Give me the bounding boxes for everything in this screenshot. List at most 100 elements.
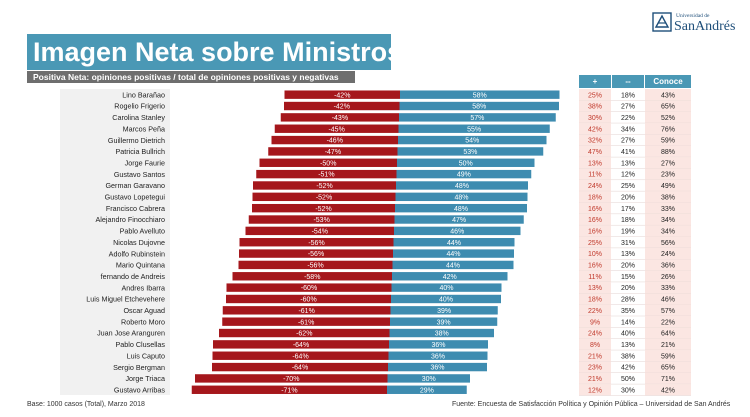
- cell-conoce-bg: [645, 236, 691, 248]
- cell-positive: 13%: [588, 285, 602, 292]
- cell-negative: 13%: [621, 251, 635, 258]
- cell-negative: 50%: [621, 376, 635, 383]
- cell-positive: 16%: [588, 263, 602, 270]
- cell-conoce: 23%: [661, 172, 675, 179]
- minister-name-label: Andres Ibarra: [121, 283, 165, 292]
- bar-negative: [274, 124, 399, 133]
- names-column-background: [60, 89, 170, 395]
- bar-negative: [256, 169, 397, 179]
- minister-name-label: Adolfo Rubinstein: [109, 249, 165, 258]
- bar-positive: [388, 351, 488, 360]
- cell-positive: 12%: [588, 387, 602, 394]
- cell-conoce: 27%: [661, 160, 675, 167]
- cell-positive-bg: [579, 134, 611, 146]
- cell-negative: 19%: [621, 228, 635, 235]
- bar-positive: [387, 385, 467, 394]
- cell-positive-bg: [579, 145, 611, 158]
- minister-name-label: Marcos Peña: [123, 124, 165, 133]
- bar-negative-label: -60%: [301, 285, 317, 292]
- cell-negative: 25%: [621, 183, 635, 190]
- cell-positive: 22%: [588, 308, 602, 315]
- cell-positive-bg: [579, 281, 611, 294]
- cell-positive-bg: [579, 350, 611, 362]
- cell-conoce-bg: [645, 179, 691, 192]
- cell-positive: 32%: [588, 138, 602, 145]
- bar-positive-label: 54%: [465, 138, 479, 145]
- bar-positive: [389, 340, 488, 349]
- cell-negative: 18%: [621, 92, 635, 99]
- minister-name-label: Gustavo Santos: [114, 170, 166, 179]
- cell-negative: 15%: [621, 274, 635, 281]
- minister-names: Lino Barañao Rogelio Frigerio Carolina Sta…: [86, 90, 165, 394]
- minister-name-label: Nicolas Dujovne: [113, 238, 165, 247]
- cell-conoce-bg: [645, 213, 691, 226]
- bar-positive: [392, 260, 514, 270]
- minister-name-label: Alejandro Finocchiaro: [95, 215, 165, 224]
- university-crest-icon: [652, 12, 672, 32]
- cell-conoce: 26%: [661, 274, 675, 281]
- bar-negative-label: -51%: [318, 172, 334, 179]
- cell-negative: 40%: [621, 331, 635, 338]
- cell-conoce: 76%: [661, 126, 675, 133]
- subtitle-banner: [27, 71, 355, 83]
- bar-negative-label: -52%: [316, 183, 332, 190]
- bar-positive-label: 44%: [446, 263, 460, 270]
- cell-negative: 12%: [621, 172, 635, 179]
- cell-positive: 11%: [588, 274, 602, 281]
- cell-conoce-bg: [645, 202, 691, 214]
- footer-base: Base: 1000 casos (Total), Marzo 2018: [27, 401, 145, 408]
- cell-negative: 13%: [621, 342, 635, 349]
- bar-negative: [284, 90, 400, 99]
- bar-negative: [222, 317, 390, 326]
- cell-conoce-bg: [645, 111, 691, 124]
- cell-positive: 16%: [588, 217, 602, 224]
- cell-conoce: 43%: [661, 92, 675, 99]
- bar-positive-label: 58%: [473, 92, 487, 99]
- minister-name-label: fernando de Andreis: [101, 272, 166, 281]
- cell-conoce: 57%: [661, 308, 675, 315]
- cell-conoce-bg: [645, 247, 691, 260]
- minister-name-label: Rogelio Frigerio: [114, 102, 165, 111]
- bar-negative-label: -47%: [325, 149, 341, 156]
- minister-name-label: Lino Barañao: [122, 90, 165, 99]
- cell-positive-bg: [579, 293, 611, 305]
- bar-positive: [398, 124, 550, 133]
- bar-positive: [391, 283, 502, 292]
- bar-negative-label: -53%: [313, 217, 329, 224]
- cell-conoce: 38%: [661, 194, 675, 201]
- logo-text-small: Universidad de: [676, 13, 710, 19]
- cell-conoce-bg: [645, 316, 691, 328]
- bar-negative: [219, 328, 390, 338]
- bar-negative: [226, 283, 392, 292]
- bar-negative-label: -62%: [296, 331, 312, 338]
- cell-positive-bg: [579, 361, 611, 373]
- bar-negative: [239, 238, 394, 247]
- cell-positive-bg: [579, 89, 611, 101]
- bar-positive: [388, 362, 487, 372]
- cell-conoce-bg: [645, 270, 691, 282]
- minister-name-label: Roberto Moro: [121, 317, 165, 326]
- cell-positive: 24%: [588, 331, 602, 338]
- cell-positive: 21%: [588, 353, 602, 360]
- cell-conoce-bg: [645, 350, 691, 362]
- cell-conoce: 42%: [661, 387, 675, 394]
- cell-positive-bg: [579, 157, 611, 169]
- bar-positive-label: 44%: [446, 251, 460, 258]
- cell-conoce-bg: [645, 225, 691, 237]
- minister-name-label: Gustavo Lopetegui: [105, 193, 166, 202]
- bar-positive-label: 48%: [455, 183, 469, 190]
- bar-negative-label: -56%: [307, 263, 323, 270]
- cell-conoce-bg: [645, 134, 691, 146]
- cell-positive: 23%: [588, 365, 602, 372]
- minister-name-label: Carolina Stanley: [112, 113, 165, 122]
- cell-positive: 38%: [588, 104, 602, 111]
- cell-positive: 11%: [588, 172, 602, 179]
- cell-positive-bg: [579, 191, 611, 203]
- bar-positive: [392, 272, 508, 281]
- cell-positive-bg: [579, 179, 611, 192]
- cell-negative: 28%: [621, 297, 635, 304]
- bar-negative-label: -61%: [298, 308, 314, 315]
- bar-positive: [393, 238, 515, 247]
- cell-positive: 30%: [588, 115, 602, 122]
- bar-positive-label: 42%: [443, 274, 457, 281]
